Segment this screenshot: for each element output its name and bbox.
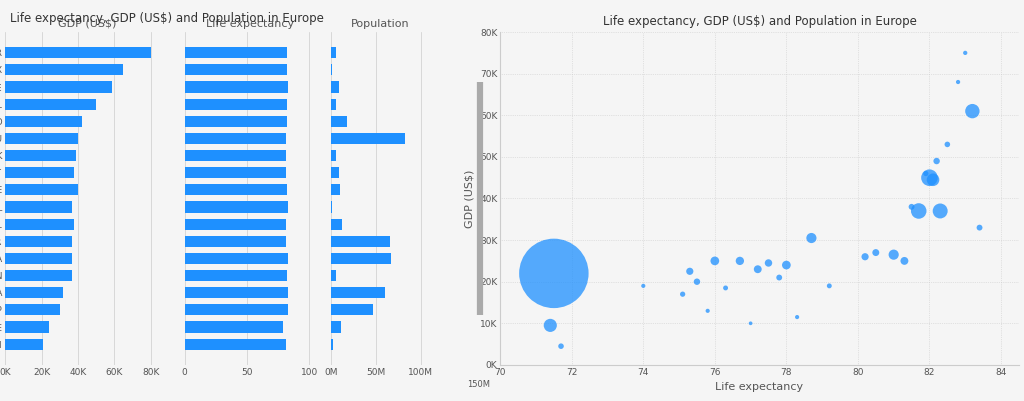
Point	[675, 291, 691, 298]
Bar	[331, 116, 346, 127]
Bar	[5, 236, 73, 247]
Bar	[184, 81, 288, 93]
Bar	[331, 253, 391, 264]
Point	[903, 204, 920, 210]
Bar	[331, 219, 342, 230]
Bar	[184, 133, 286, 144]
Bar	[184, 219, 286, 230]
Point	[635, 283, 651, 289]
Title: GDP (US$): GDP (US$)	[57, 18, 116, 28]
Point	[910, 208, 927, 214]
Point	[689, 278, 706, 285]
Bar	[5, 338, 43, 350]
Bar	[331, 338, 333, 350]
Text: 150M: 150M	[467, 380, 489, 389]
Bar	[5, 304, 59, 316]
Point	[925, 176, 941, 183]
Point	[707, 258, 723, 264]
Bar	[331, 287, 385, 298]
Bar	[5, 287, 63, 298]
Bar	[184, 47, 288, 59]
Bar	[5, 184, 78, 196]
Bar	[184, 99, 287, 110]
Bar	[331, 81, 339, 93]
Point	[750, 266, 766, 272]
Point	[886, 251, 902, 258]
Bar	[184, 270, 287, 281]
Bar	[184, 322, 283, 333]
Point	[718, 285, 734, 291]
Bar	[5, 133, 78, 144]
Point	[922, 174, 938, 181]
Point	[939, 141, 955, 148]
Title: Population: Population	[351, 18, 410, 28]
Point	[788, 314, 805, 320]
Point	[821, 283, 838, 289]
X-axis label: Life expectancy: Life expectancy	[716, 382, 804, 392]
Bar	[331, 322, 341, 333]
Bar	[5, 219, 75, 230]
Bar	[184, 167, 287, 178]
Point	[957, 50, 974, 56]
Point	[542, 322, 558, 328]
Bar	[5, 270, 73, 281]
Bar	[184, 150, 286, 161]
Bar	[184, 201, 288, 213]
Point	[803, 235, 819, 241]
FancyBboxPatch shape	[477, 82, 483, 315]
Point	[972, 225, 988, 231]
Point	[682, 268, 698, 275]
Bar	[5, 81, 113, 93]
Bar	[331, 236, 390, 247]
Bar	[5, 322, 49, 333]
Bar	[331, 270, 336, 281]
Bar	[331, 167, 339, 178]
Bar	[331, 133, 406, 144]
Bar	[331, 150, 337, 161]
Bar	[184, 236, 286, 247]
Bar	[184, 116, 287, 127]
Bar	[5, 99, 96, 110]
Point	[771, 274, 787, 281]
Point	[857, 253, 873, 260]
Point	[867, 249, 884, 256]
Bar	[184, 287, 288, 298]
Bar	[184, 184, 287, 196]
Point	[929, 158, 945, 164]
Bar	[5, 167, 75, 178]
Title: Life expectancy, GDP (US$) and Population in Europe: Life expectancy, GDP (US$) and Populatio…	[602, 15, 916, 28]
Point	[742, 320, 759, 326]
Bar	[5, 201, 73, 213]
Point	[778, 262, 795, 268]
Bar	[331, 304, 373, 316]
Point	[950, 79, 967, 85]
Bar	[5, 116, 82, 127]
Bar	[5, 150, 76, 161]
Text: Life expectancy, GDP (US$) and Population in Europe: Life expectancy, GDP (US$) and Populatio…	[10, 12, 325, 25]
Bar	[184, 304, 288, 316]
Bar	[5, 47, 151, 59]
Y-axis label: GDP (US$): GDP (US$)	[465, 169, 474, 228]
Bar	[331, 99, 336, 110]
Point	[896, 258, 912, 264]
Bar	[331, 47, 336, 59]
Point	[546, 270, 562, 277]
Point	[965, 108, 981, 114]
Point	[732, 258, 749, 264]
Point	[760, 260, 776, 266]
Bar	[5, 253, 73, 264]
Bar	[184, 64, 287, 75]
Bar	[184, 253, 288, 264]
Bar	[184, 338, 286, 350]
Bar	[5, 64, 123, 75]
Point	[932, 208, 948, 214]
Title: Life expectancy: Life expectancy	[206, 18, 294, 28]
Point	[553, 343, 569, 349]
Point	[699, 308, 716, 314]
Point	[918, 170, 934, 177]
Bar	[331, 184, 340, 196]
